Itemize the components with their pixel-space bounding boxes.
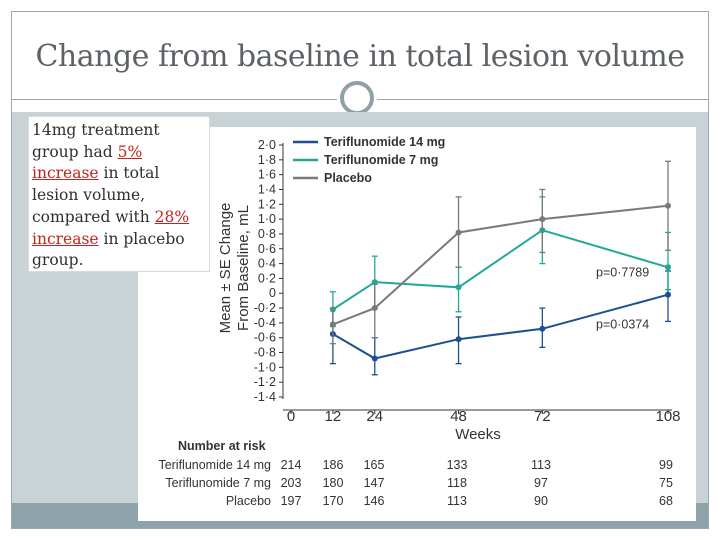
data-point-teri14 [371,355,378,362]
y-tick-label: 0 [269,286,276,300]
y-tick-label: -0·8 [254,346,276,360]
title-divider-left [12,99,337,100]
risk-value: 147 [364,476,385,490]
risk-value: 75 [659,476,673,490]
circle-ornament [340,81,374,115]
y-tick-label: -0·2 [254,301,276,315]
p-value-annotation: p=0·0374 [596,317,649,331]
risk-row-label: Teriflunomide 7 mg [165,476,271,490]
y-tick-label: -1·0 [254,360,276,374]
x-axis-label: Weeks [455,426,501,443]
y-axis-label-line2: From Baseline, mL [235,205,252,331]
data-point-placebo [455,229,462,236]
y-tick-label: 0·2 [258,271,276,285]
risk-value: 68 [659,494,673,508]
risk-value: 214 [281,458,302,472]
risk-value: 118 [447,476,467,490]
data-point-placebo [371,305,378,312]
data-point-teri14 [455,336,462,343]
lesion-volume-chart: 2·01·81·61·41·21·00·80·60·40·20-0·2-0·4-… [158,135,680,508]
risk-row-label: Placebo [226,494,271,508]
summary-part3: in placebo group. [32,229,185,270]
legend-label-placebo: Placebo [324,171,372,185]
data-point-teri7 [665,264,671,271]
risk-value: 146 [364,494,385,508]
slide-title: Change from baseline in total lesion vol… [35,38,685,74]
chart-panel: 2·0 1·8 1·6 1·4 1·2 1·0 0·8 0·6 0·4 0·2 0 -0·2 -0·4-… [138,127,696,521]
y-tick-label: 2·0 [258,138,276,152]
risk-value: 203 [281,476,302,490]
y-tick-label: 1·2 [258,197,276,211]
y-axis-label-line1: Mean ± SE Change [217,203,234,334]
x-tick-label: 12 [325,408,342,425]
y-tick-label: 0·6 [258,242,276,256]
legend-label-teri7: Teriflunomide 7 mg [324,153,438,167]
y-tick-label: 1·4 [258,182,276,196]
data-point-teri7 [371,279,378,286]
y-tick-label: -0·4 [254,316,276,330]
y-tick-label: 1·0 [258,212,276,226]
risk-value: 133 [447,458,468,472]
summary-part1: 14mg treatment group had [32,121,160,161]
y-tick-label: 0·4 [258,257,276,271]
data-point-teri14 [539,325,546,332]
risk-table-title: Number at risk [178,439,266,453]
x-tick-label: 48 [450,408,467,425]
risk-value: 197 [281,494,302,508]
y-tick-label: -1·2 [254,375,276,389]
data-point-placebo [665,202,671,209]
y-tick-label: 1·8 [258,153,276,167]
summary-textbox: 14mg treatment group had 5% increase in … [28,116,210,272]
risk-value: 165 [364,458,385,472]
data-point-placebo [329,321,336,328]
risk-row-label: Teriflunomide 14 mg [158,458,271,472]
data-point-placebo [539,216,546,223]
summary-highlight-placebo: 28% increase [32,207,190,248]
title-area: Change from baseline in total lesion vol… [12,12,708,100]
y-tick-label: 0·8 [258,227,276,241]
risk-value: 99 [659,458,673,472]
risk-value: 97 [534,476,548,490]
risk-value: 113 [531,458,551,472]
x-tick-label: 0 [287,408,295,425]
x-tick-label: 72 [534,408,551,425]
y-tick-label: 1·6 [258,168,276,182]
summary-text: 14mg treatment group had 5% increase in … [32,120,206,272]
risk-value: 170 [323,494,344,508]
risk-value: 90 [534,494,548,508]
risk-value: 180 [323,476,344,490]
data-point-teri7 [455,284,462,291]
summary-highlight-treatment: 5% increase [32,142,143,183]
data-point-teri14 [665,291,671,298]
title-divider-right [377,99,708,100]
p-value-annotation: p=0·7789 [596,265,649,279]
x-tick-label: 108 [655,408,680,425]
slide-frame [11,11,709,529]
summary-part2: in total lesion volume, compared with [32,164,160,226]
y-tick-label: -0·6 [254,331,276,345]
risk-value: 186 [323,458,344,472]
risk-value: 113 [447,494,467,508]
y-tick-label: -1·4 [254,390,276,404]
x-tick-label: 24 [366,408,383,425]
legend-label-teri14: Teriflunomide 14 mg [324,135,445,149]
